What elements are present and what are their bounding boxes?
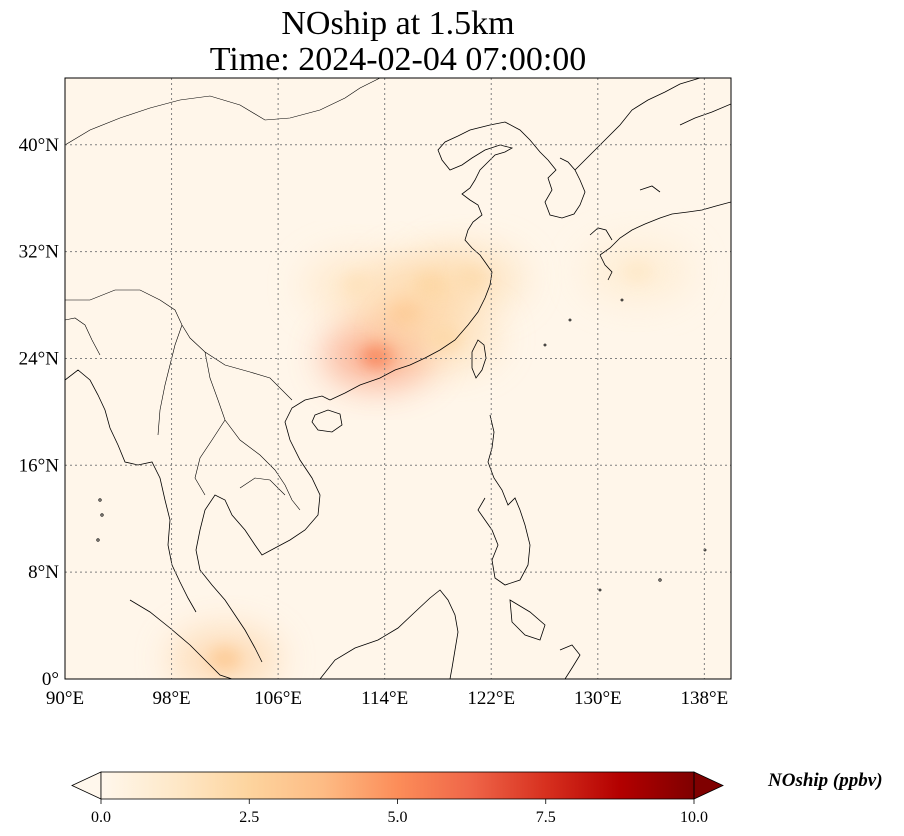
map-frame [64, 77, 732, 680]
colorbar-min-extension [71, 771, 102, 800]
concentration-hotspot [362, 343, 395, 368]
chart-title-line2: Time: 2024-02-04 07:00:00 [209, 41, 587, 78]
country-borders [65, 78, 381, 511]
colorbar-tick-label: 0.0 [91, 809, 111, 826]
coastline-taiwan [471, 339, 487, 379]
lat-tick-label: 32°N [19, 242, 60, 263]
lon-tick-label: 130°E [574, 688, 622, 709]
colorbar-tick-label: 2.5 [239, 809, 259, 826]
map-panel [64, 77, 732, 680]
colorbar-label: NOship (ppbv) [768, 770, 883, 791]
lat-axis: 0° 8°N 16°N 24°N 32°N 40°N [19, 135, 60, 690]
colorbar-tick-label: 7.5 [536, 809, 556, 826]
lon-tick-label: 122°E [467, 688, 515, 709]
gridlines [65, 78, 731, 679]
lon-tick-label: 98°E [152, 688, 190, 709]
coastline-sumatra [129, 599, 233, 679]
coastline-korea [544, 157, 586, 219]
lon-axis: 90°E 98°E 106°E 114°E 122°E 130°E 138°E [46, 688, 728, 709]
coastline-myanmar [65, 369, 197, 613]
coastlines [65, 78, 731, 679]
lat-tick-label: 40°N [19, 135, 60, 156]
lon-tick-label: 114°E [361, 688, 408, 709]
lat-tick-label: 24°N [19, 348, 60, 369]
colorbar: 0.0 2.5 5.0 7.5 10.0 [71, 771, 724, 826]
coastline-indochina [195, 395, 331, 663]
coastline-philippines [477, 414, 546, 641]
coastline-borneo [319, 589, 459, 679]
colorbar-tick-label: 5.0 [388, 809, 408, 826]
lat-tick-label: 8°N [28, 562, 59, 583]
colorbar-gradient [101, 772, 694, 799]
coastline-sulawesi [559, 644, 581, 679]
coastline-japan [589, 103, 731, 281]
concentration-hotspot [621, 259, 654, 284]
lat-tick-label: 0° [42, 669, 59, 690]
coastline-china [329, 121, 549, 401]
colorbar-tick-label: 10.0 [680, 809, 708, 826]
chart-title-line1: NOship at 1.5km [281, 5, 515, 42]
lon-tick-label: 90°E [46, 688, 84, 709]
concentration-hotspot [208, 646, 241, 671]
coastline-northeast [574, 78, 701, 171]
small-islands [96, 298, 707, 592]
lon-tick-label: 138°E [681, 688, 729, 709]
concentration-hotspot [428, 326, 461, 351]
lat-tick-label: 16°N [19, 455, 60, 476]
coastline-hainan [311, 409, 343, 433]
concentration-hotspot [455, 266, 488, 291]
concentration-hotspot [342, 273, 375, 298]
colorbar-ticks: 0.0 2.5 5.0 7.5 10.0 [91, 799, 708, 826]
colorbar-max-extension [693, 771, 724, 800]
lon-tick-label: 106°E [254, 688, 302, 709]
